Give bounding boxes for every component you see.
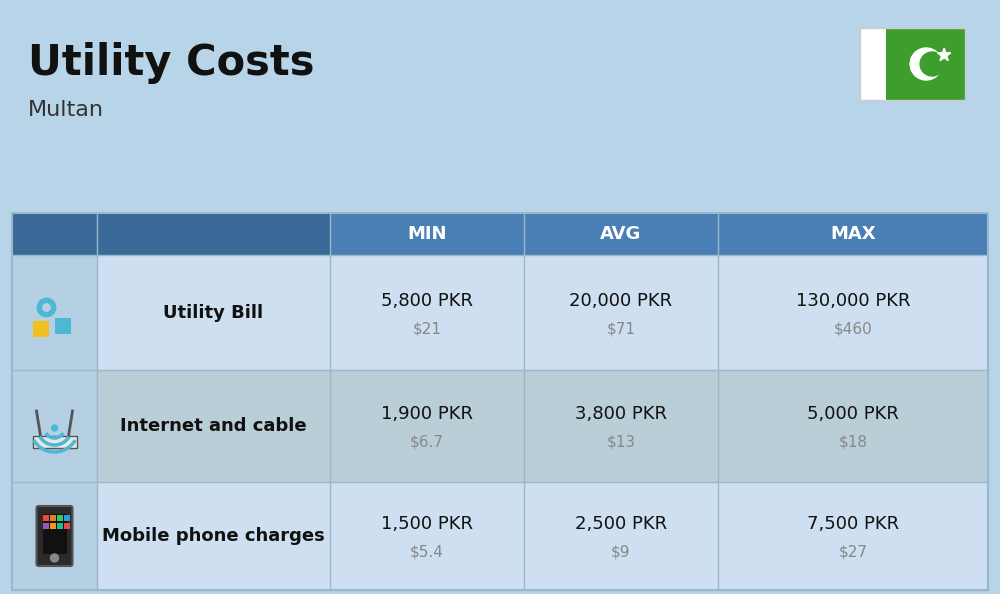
- Circle shape: [920, 52, 944, 76]
- Bar: [56, 515, 62, 521]
- Text: 1,500 PKR: 1,500 PKR: [381, 515, 473, 533]
- Bar: [12, 213, 988, 255]
- Bar: [12, 255, 988, 370]
- Text: 20,000 PKR: 20,000 PKR: [569, 292, 673, 309]
- Bar: [42, 514, 66, 554]
- Text: 5,800 PKR: 5,800 PKR: [381, 292, 473, 309]
- Bar: [54, 318, 70, 333]
- Text: 1,900 PKR: 1,900 PKR: [381, 405, 473, 423]
- Bar: [860, 28, 886, 100]
- Text: Mobile phone charges: Mobile phone charges: [102, 527, 325, 545]
- Bar: [42, 523, 48, 529]
- Circle shape: [37, 298, 56, 317]
- Text: 130,000 PKR: 130,000 PKR: [796, 292, 910, 309]
- Bar: [12, 482, 988, 590]
- Text: MAX: MAX: [830, 225, 876, 243]
- Text: $5.4: $5.4: [410, 545, 444, 560]
- Bar: [32, 436, 76, 448]
- Bar: [12, 370, 97, 482]
- Text: 3,800 PKR: 3,800 PKR: [575, 405, 667, 423]
- Text: AVG: AVG: [600, 225, 642, 243]
- Text: $71: $71: [606, 321, 636, 336]
- Bar: [64, 523, 70, 529]
- Polygon shape: [937, 48, 951, 61]
- Bar: [12, 213, 988, 590]
- Bar: [12, 370, 988, 482]
- Circle shape: [42, 303, 51, 312]
- Bar: [64, 515, 70, 521]
- Bar: [32, 321, 48, 336]
- Bar: [50, 515, 56, 521]
- Bar: [56, 523, 62, 529]
- Text: $6.7: $6.7: [410, 434, 444, 450]
- Text: $9: $9: [611, 545, 631, 560]
- Text: $13: $13: [606, 434, 636, 450]
- Text: $27: $27: [838, 545, 868, 560]
- Text: 7,500 PKR: 7,500 PKR: [807, 515, 899, 533]
- Bar: [12, 213, 330, 255]
- Bar: [12, 482, 97, 590]
- Bar: [886, 28, 965, 100]
- Text: Utility Bill: Utility Bill: [163, 304, 264, 321]
- Text: 5,000 PKR: 5,000 PKR: [807, 405, 899, 423]
- Text: 2,500 PKR: 2,500 PKR: [575, 515, 667, 533]
- Text: Multan: Multan: [28, 100, 104, 120]
- Bar: [12, 255, 97, 370]
- Text: $21: $21: [413, 321, 442, 336]
- Text: $18: $18: [838, 434, 868, 450]
- Text: Internet and cable: Internet and cable: [120, 417, 307, 435]
- Bar: [50, 523, 56, 529]
- Text: $460: $460: [834, 321, 872, 336]
- Bar: [42, 515, 48, 521]
- Circle shape: [52, 425, 58, 431]
- Text: MIN: MIN: [407, 225, 447, 243]
- Circle shape: [50, 554, 58, 562]
- Bar: [860, 28, 965, 100]
- Text: Utility Costs: Utility Costs: [28, 42, 314, 84]
- Circle shape: [910, 48, 942, 80]
- FancyBboxPatch shape: [36, 506, 72, 566]
